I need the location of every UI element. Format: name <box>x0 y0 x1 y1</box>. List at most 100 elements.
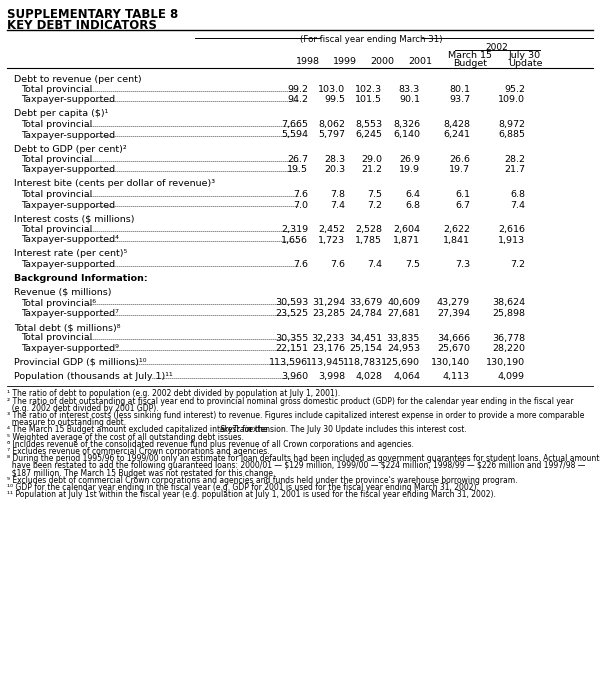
Text: 93.7: 93.7 <box>449 95 470 104</box>
Text: 5,594: 5,594 <box>281 131 308 139</box>
Text: 2000: 2000 <box>370 57 394 66</box>
Text: Taxpayer-supported: Taxpayer-supported <box>21 95 115 104</box>
Text: 99.2: 99.2 <box>287 85 308 94</box>
Text: 6,245: 6,245 <box>355 131 382 139</box>
Text: Update: Update <box>508 59 542 68</box>
Text: ² The ratio of debt outstanding at fiscal year end to provincial nominal gross d: ² The ratio of debt outstanding at fisca… <box>7 397 574 406</box>
Text: 2,528: 2,528 <box>355 225 382 234</box>
Text: 23,525: 23,525 <box>275 309 308 318</box>
Text: 23,285: 23,285 <box>312 309 345 318</box>
Text: Taxpayer-supported⁷: Taxpayer-supported⁷ <box>21 309 119 318</box>
Text: 7.2: 7.2 <box>510 260 525 269</box>
Text: 7.2: 7.2 <box>367 200 382 209</box>
Text: 38,624: 38,624 <box>492 299 525 307</box>
Text: 30,355: 30,355 <box>275 334 308 343</box>
Text: 2,616: 2,616 <box>498 225 525 234</box>
Text: 1,913: 1,913 <box>498 236 525 244</box>
Text: 40,609: 40,609 <box>387 299 420 307</box>
Text: Total provincial: Total provincial <box>21 155 92 164</box>
Text: ¹⁰ GDP for the calendar year ending in the fiscal year (e.g. GDP for 2001 is use: ¹⁰ GDP for the calendar year ending in t… <box>7 483 479 492</box>
Text: Total provincial⁶: Total provincial⁶ <box>21 299 96 307</box>
Text: Total provincial: Total provincial <box>21 85 92 94</box>
Text: 27,681: 27,681 <box>387 309 420 318</box>
Text: 25,154: 25,154 <box>349 344 382 353</box>
Text: (For fiscal year ending March 31): (For fiscal year ending March 31) <box>300 35 442 44</box>
Text: 8,062: 8,062 <box>318 120 345 129</box>
Text: 23,176: 23,176 <box>312 344 345 353</box>
Text: 34,666: 34,666 <box>437 334 470 343</box>
Text: 125,690: 125,690 <box>381 358 420 367</box>
Text: 118,783: 118,783 <box>343 358 382 367</box>
Text: Total provincial: Total provincial <box>21 190 92 199</box>
Text: measure to outstanding debt.: measure to outstanding debt. <box>7 418 126 427</box>
Text: 109.0: 109.0 <box>498 95 525 104</box>
Text: 94.2: 94.2 <box>287 95 308 104</box>
Text: 28,220: 28,220 <box>492 344 525 353</box>
Text: ⁴ The March 15 Budget amount excluded capitalized interest for the: ⁴ The March 15 Budget amount excluded ca… <box>7 426 270 435</box>
Text: 113,945: 113,945 <box>306 358 345 367</box>
Text: 27,394: 27,394 <box>437 309 470 318</box>
Text: 4,099: 4,099 <box>498 372 525 381</box>
Text: extension. The July 30 Update includes this interest cost.: extension. The July 30 Update includes t… <box>245 426 466 435</box>
Text: 33,679: 33,679 <box>349 299 382 307</box>
Text: 2,319: 2,319 <box>281 225 308 234</box>
Text: 4,113: 4,113 <box>443 372 470 381</box>
Text: ³ The ratio of interest costs (less sinking fund interest) to revenue. Figures i: ³ The ratio of interest costs (less sink… <box>7 411 584 420</box>
Text: Taxpayer-supported: Taxpayer-supported <box>21 260 115 269</box>
Text: 6,140: 6,140 <box>393 131 420 139</box>
Text: ¹ The ratio of debt to population (e.g. 2002 debt divided by population at July : ¹ The ratio of debt to population (e.g. … <box>7 389 340 399</box>
Text: Budget: Budget <box>453 59 487 68</box>
Text: 1,656: 1,656 <box>281 236 308 244</box>
Text: ⁵ Weighted average of the cost of all outstanding debt issues.: ⁵ Weighted average of the cost of all ou… <box>7 433 244 441</box>
Text: 19.5: 19.5 <box>287 165 308 175</box>
Text: 3,998: 3,998 <box>318 372 345 381</box>
Text: 25,898: 25,898 <box>492 309 525 318</box>
Text: 25,670: 25,670 <box>437 344 470 353</box>
Text: 99.5: 99.5 <box>324 95 345 104</box>
Text: 8,326: 8,326 <box>393 120 420 129</box>
Text: 101.5: 101.5 <box>355 95 382 104</box>
Text: 36,778: 36,778 <box>492 334 525 343</box>
Text: Debt per capita ($)¹: Debt per capita ($)¹ <box>14 110 109 118</box>
Text: SkyTrain: SkyTrain <box>220 426 253 435</box>
Text: Taxpayer-supported: Taxpayer-supported <box>21 131 115 139</box>
Text: 7.3: 7.3 <box>455 260 470 269</box>
Text: Total provincial: Total provincial <box>21 120 92 129</box>
Text: July 30: July 30 <box>509 51 541 60</box>
Text: 7.6: 7.6 <box>293 260 308 269</box>
Text: Taxpayer-supported: Taxpayer-supported <box>21 200 115 209</box>
Text: 33,835: 33,835 <box>386 334 420 343</box>
Text: 21.2: 21.2 <box>361 165 382 175</box>
Text: 1,841: 1,841 <box>443 236 470 244</box>
Text: 113,596: 113,596 <box>269 358 308 367</box>
Text: 7.4: 7.4 <box>330 200 345 209</box>
Text: 102.3: 102.3 <box>355 85 382 94</box>
Text: 7.6: 7.6 <box>330 260 345 269</box>
Text: 2,622: 2,622 <box>443 225 470 234</box>
Text: 7.6: 7.6 <box>293 190 308 199</box>
Text: 1,785: 1,785 <box>355 236 382 244</box>
Text: 43,279: 43,279 <box>437 299 470 307</box>
Text: 90.1: 90.1 <box>399 95 420 104</box>
Text: ⁶ Includes revenue of the consolidated revenue fund plus revenue of all Crown co: ⁶ Includes revenue of the consolidated r… <box>7 440 414 449</box>
Text: 95.2: 95.2 <box>504 85 525 94</box>
Text: 2001: 2001 <box>408 57 432 66</box>
Text: March 15: March 15 <box>448 51 492 60</box>
Text: 7.0: 7.0 <box>293 200 308 209</box>
Text: 24,953: 24,953 <box>387 344 420 353</box>
Text: Interest bite (cents per dollar of revenue)³: Interest bite (cents per dollar of reven… <box>14 179 215 188</box>
Text: 4,064: 4,064 <box>393 372 420 381</box>
Text: 7.4: 7.4 <box>510 200 525 209</box>
Text: 34,451: 34,451 <box>349 334 382 343</box>
Text: ⁷ Excludes revenue of commercial Crown corporations and agencies.: ⁷ Excludes revenue of commercial Crown c… <box>7 447 269 456</box>
Text: 20.3: 20.3 <box>324 165 345 175</box>
Text: 8,428: 8,428 <box>443 120 470 129</box>
Text: 8,972: 8,972 <box>498 120 525 129</box>
Text: 7.5: 7.5 <box>405 260 420 269</box>
Text: 2002: 2002 <box>485 43 508 52</box>
Text: 7.4: 7.4 <box>367 260 382 269</box>
Text: 130,190: 130,190 <box>486 358 525 367</box>
Text: 28.3: 28.3 <box>324 155 345 164</box>
Text: 19.9: 19.9 <box>399 165 420 175</box>
Text: Total debt ($ millions)⁸: Total debt ($ millions)⁸ <box>14 323 121 332</box>
